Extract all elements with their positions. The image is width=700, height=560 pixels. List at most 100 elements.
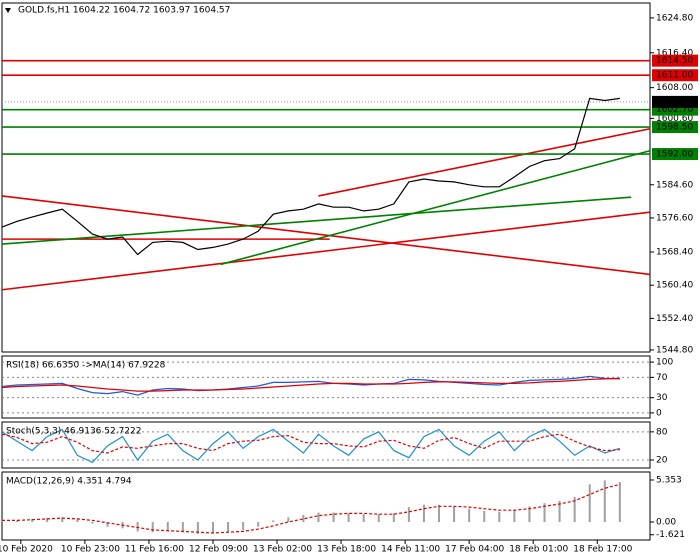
histogram-bar (46, 518, 49, 523)
level-box (652, 54, 698, 67)
panel-frame (1, 421, 651, 469)
histogram-bar (211, 522, 214, 534)
panel-frame (1, 2, 651, 353)
histogram-bar (31, 518, 34, 523)
y-tick-label: -1.621 (656, 530, 685, 540)
series-line (1, 97, 620, 256)
histogram-bar (287, 517, 290, 523)
current-price-label: 1604.57 (656, 97, 693, 107)
level-label: 1614.50 (656, 56, 693, 66)
trend-line (1, 211, 651, 291)
y-tick-label: 30 (656, 393, 668, 403)
x-tick-label: 17 Feb 04:00 (445, 545, 504, 555)
menu-arrow (5, 8, 11, 13)
trend-line (318, 127, 651, 197)
histogram-bar (513, 509, 516, 523)
panel-title: Stoch(5,3,3) 46.9136 52.7222 (6, 427, 141, 437)
histogram-bar (498, 511, 501, 523)
histogram-bar (317, 512, 320, 523)
x-tick-label: 12 Feb 09:00 (189, 545, 248, 555)
x-tick-label: 11 Feb 16:00 (125, 545, 184, 555)
panel-title: MACD(12,26,9) 4.351 4.794 (6, 477, 132, 487)
level-label: 1592.00 (656, 150, 693, 160)
y-tick-label: 1608.00 (656, 83, 693, 93)
y-tick-label: 1584.60 (656, 180, 693, 190)
histogram-bar (573, 496, 576, 523)
histogram-bar (618, 481, 621, 523)
histogram-bar (422, 504, 425, 523)
y-tick-label: 1576.60 (656, 213, 693, 223)
series-line (2, 483, 621, 534)
y-tick-label: 100 (656, 358, 673, 368)
y-tick-label: 20 (656, 456, 668, 466)
y-tick-label: 80 (656, 427, 668, 437)
y-tick-label: 5.353 (656, 475, 682, 485)
x-tick-label: 13 Feb 02:00 (253, 545, 312, 555)
y-tick-label: 0.00 (656, 518, 676, 528)
histogram-bar (136, 522, 139, 532)
histogram-bar (362, 514, 365, 523)
x-tick-label: 18 Feb 17:00 (573, 545, 632, 555)
x-tick-label: 10 Feb 23:00 (61, 545, 120, 555)
histogram-bar (332, 512, 335, 523)
histogram-bar (76, 519, 79, 523)
level-label: 1602.70 (656, 105, 693, 115)
y-tick-label: 0 (656, 408, 662, 418)
histogram-bar (438, 504, 441, 523)
y-tick-label: 70 (656, 373, 668, 383)
panel-frame (1, 471, 651, 541)
histogram-bar (91, 522, 94, 524)
y-tick-label: 1624.80 (656, 13, 693, 23)
y-tick-label: 1600.60 (656, 114, 693, 124)
x-tick-label: 13 Feb 18:00 (317, 545, 376, 555)
histogram-bar (166, 522, 169, 532)
trend-line (220, 149, 651, 266)
histogram-bar (377, 514, 380, 523)
level-box (652, 148, 698, 161)
y-tick-label: 1616.40 (656, 48, 693, 58)
histogram-bar (453, 506, 456, 523)
y-tick-label: 1544.80 (656, 345, 693, 355)
series-line (1, 377, 620, 392)
histogram-bar (407, 507, 410, 523)
x-tick-label: 14 Feb 11:00 (381, 545, 440, 555)
y-tick-label: 1560.40 (656, 281, 693, 291)
x-tick-label: 18 Feb 01:00 (509, 545, 568, 555)
histogram-bar (468, 508, 471, 523)
histogram-bar (543, 503, 546, 523)
x-tick-label: 10 Feb 2020 (0, 545, 53, 555)
histogram-bar (272, 520, 275, 523)
histogram-bar (588, 484, 591, 523)
series-line (1, 428, 621, 464)
level-box (652, 121, 698, 134)
histogram-bar (227, 522, 230, 533)
histogram-bar (151, 522, 154, 533)
level-label: 1598.50 (656, 123, 693, 133)
panel-title: RSI(18) 66.6350 ->MA(14) 67.9228 (6, 361, 166, 371)
current-price-box (652, 95, 698, 108)
histogram-bar (558, 500, 561, 523)
y-tick-label: 1552.40 (656, 314, 693, 324)
histogram-bar (181, 522, 184, 533)
histogram-bar (257, 522, 260, 527)
histogram-bar (61, 517, 64, 523)
panel-title: GOLD.fs,H1 1604.22 1604.72 1603.97 1604.… (18, 6, 230, 16)
histogram-bar (196, 522, 199, 534)
histogram-bar (106, 522, 109, 527)
trend-line (1, 196, 632, 245)
histogram-bar (528, 506, 531, 523)
series-line (1, 375, 620, 396)
histogram-bar (347, 513, 350, 523)
series-line (1, 433, 620, 454)
trend-line (1, 195, 651, 276)
level-label: 1611.00 (656, 71, 693, 81)
histogram-bar (302, 514, 305, 523)
histogram-bar (483, 511, 486, 523)
histogram-bar (392, 513, 395, 523)
level-box (652, 69, 698, 82)
histogram-bar (603, 480, 606, 523)
histogram-bar (16, 520, 19, 523)
y-tick-label: 1568.40 (656, 247, 693, 257)
